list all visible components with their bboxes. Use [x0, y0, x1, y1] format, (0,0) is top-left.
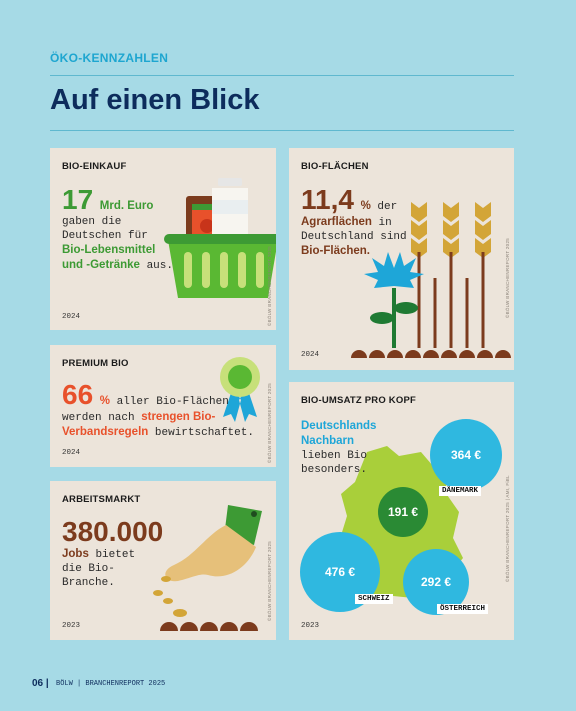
footer-text: BÖLW | BRANCHENREPORT 2025 [56, 680, 166, 688]
card: ARBEITSMARKT 380.000 Jobs bietet die Bio… [50, 481, 276, 640]
value-bubble: 364 € [430, 419, 502, 491]
credit: ©BÖLW BRANCHENREPORT 2025 [505, 237, 510, 318]
country-label: DÄNEMARK [439, 486, 482, 496]
card: BIO-FLÄCHEN 11,4 % der Agrarflächen in D… [289, 148, 514, 370]
field-illustration [351, 202, 511, 358]
card-text: 66 % aller Bio-Flächen werden nach stren… [62, 380, 267, 440]
year: 2024 [301, 351, 320, 359]
card: BIO-EINKAUF 17 Mrd. Euro gaben die Deuts… [50, 148, 276, 330]
card-text: 380.000 Jobs bietet die Bio-Branche. [62, 517, 163, 590]
year: 2024 [62, 313, 81, 321]
text: lieben Bio besonders. [301, 450, 368, 476]
unit: % [99, 395, 110, 407]
rule [50, 75, 514, 76]
highlight: Bio-Lebensmittel und -Getränke [62, 244, 156, 271]
card: PREMIUM BIO 66 % aller Bio-Flächen werde… [50, 345, 276, 467]
card-text: 11,4 % der Agrarflächen in Deutschland s… [301, 185, 411, 259]
page-title: Auf einen Blick [50, 84, 260, 116]
kicker: ÖKO-KENNZAHLEN [50, 51, 169, 65]
key-figure: 66 [62, 379, 94, 410]
year: 2023 [62, 622, 81, 630]
year: 2023 [301, 622, 320, 630]
country-label: SCHWEIZ [355, 594, 393, 604]
text: in Deutschland sind [301, 217, 407, 243]
card-heading: BIO-EINKAUF [62, 161, 127, 172]
basket-illustration [164, 178, 276, 298]
hand-illustration [153, 505, 262, 631]
text: aus. [139, 260, 173, 272]
key-figure: 17 [62, 184, 94, 215]
key-figure: 11,4 [301, 184, 354, 215]
rule [50, 130, 514, 131]
text: aller Bio-Flächen werden nach [62, 396, 229, 424]
rosette-illustration [220, 357, 260, 422]
card-heading: BIO-FLÄCHEN [301, 161, 369, 172]
credit: ©BÖLW BRANCHENREPORT 2025 [267, 540, 272, 621]
card: BIO-UMSATZ PRO KOPF Deutschlands Nachbar… [289, 382, 514, 640]
unit: % [360, 200, 371, 212]
card-heading: ARBEITSMARKT [62, 494, 141, 505]
card-text: Deutschlands Nachbarn lieben Bio besonde… [301, 419, 391, 477]
unit: Mrd. Euro [99, 200, 154, 212]
text: bietet die Bio-Branche. [62, 549, 136, 589]
card-heading: PREMIUM BIO [62, 358, 129, 369]
card-heading: BIO-UMSATZ PRO KOPF [301, 395, 416, 406]
credit: ©BÖLW BRANCHENREPORT 2025 | AMI, FiBL [505, 475, 510, 582]
highlight: Agrarflächen [301, 216, 372, 228]
key-figure: 380.000 [62, 516, 164, 547]
page-number: 06 | [32, 678, 49, 689]
highlight: Deutschlands Nachbarn [301, 420, 377, 447]
highlight: Bio-Flächen. [301, 245, 371, 257]
year: 2024 [62, 449, 81, 457]
card-text: 17 Mrd. Euro gaben die Deutschen für Bio… [62, 185, 174, 273]
text: bewirtschaftet. [148, 427, 254, 439]
credit: ©BÖLW BRANCHENREPORT 2025 [267, 245, 272, 326]
highlight: Jobs [62, 548, 89, 560]
credit: ©BÖLW BRANCHENREPORT 2025 [267, 382, 272, 463]
country-label: ÖSTERREICH [437, 604, 489, 614]
highlight: strengen Bio-Verbandsregeln [62, 411, 216, 438]
text: der [370, 201, 398, 213]
text: gaben die Deutschen für [62, 216, 148, 242]
value-bubble: 191 € [378, 487, 428, 537]
